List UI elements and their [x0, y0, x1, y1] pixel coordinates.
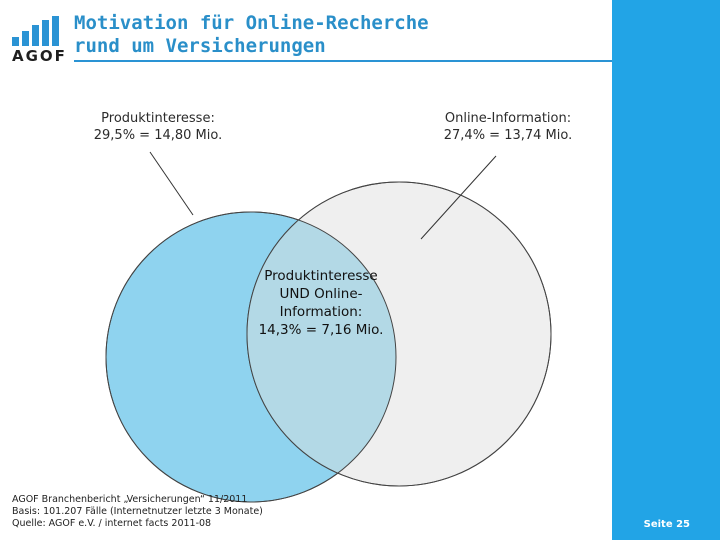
label-product-interest-value: 29,5% = 14,80 Mio. — [93, 128, 223, 143]
intersection-region — [247, 212, 396, 486]
logo-bars-icon — [12, 16, 68, 46]
logo-bar — [42, 20, 49, 46]
page-number: Seite 25 — [643, 519, 690, 530]
label-intersection-value: 14,3% = 7,16 Mio. — [258, 322, 384, 338]
label-intersection: Produktinteresse UND Online- Information… — [236, 267, 406, 339]
source-note: AGOF Branchenbericht „Versicherungen“ 11… — [12, 494, 263, 530]
source-line-1: AGOF Branchenbericht „Versicherungen“ 11… — [12, 494, 248, 505]
set-product-interest-outline — [105, 211, 397, 503]
label-product-interest-name: Produktinteresse: — [101, 111, 215, 126]
source-line-2: Basis: 101.207 Fälle (Internetnutzer let… — [12, 506, 263, 517]
label-intersection-line-2: UND Online- — [279, 286, 363, 302]
label-online-information-name: Online-Information: — [444, 111, 572, 126]
agof-logo: AGOF — [12, 16, 68, 66]
leader-line-online-information — [420, 155, 497, 240]
logo-bar — [12, 37, 19, 46]
label-intersection-line-1: Produktinteresse — [264, 268, 378, 284]
label-intersection-line-3: Information: — [279, 304, 363, 320]
source-line-3: Quelle: AGOF e.V. / internet facts 2011-… — [12, 518, 212, 529]
label-product-interest: Produktinteresse: 29,5% = 14,80 Mio. — [78, 110, 238, 144]
header-divider — [74, 60, 614, 62]
page-title-line-1: Motivation für Online-Recherche — [74, 12, 429, 34]
page-title-line-2: rund um Versicherungen — [74, 35, 326, 57]
label-online-information-value: 27,4% = 13,74 Mio. — [443, 128, 573, 143]
logo-wordmark: AGOF — [12, 47, 67, 65]
logo-bar — [22, 31, 29, 46]
label-online-information: Online-Information: 27,4% = 13,74 Mio. — [428, 110, 588, 144]
set-online-information-outline — [246, 181, 552, 487]
page-title: Motivation für Online-Recherche rund um … — [74, 12, 429, 58]
logo-bar — [32, 25, 39, 46]
leader-line-product-interest — [149, 151, 194, 216]
right-sidebar: Seite 25 — [612, 0, 720, 540]
logo-bar — [52, 16, 59, 46]
venn-diagram — [105, 151, 552, 503]
